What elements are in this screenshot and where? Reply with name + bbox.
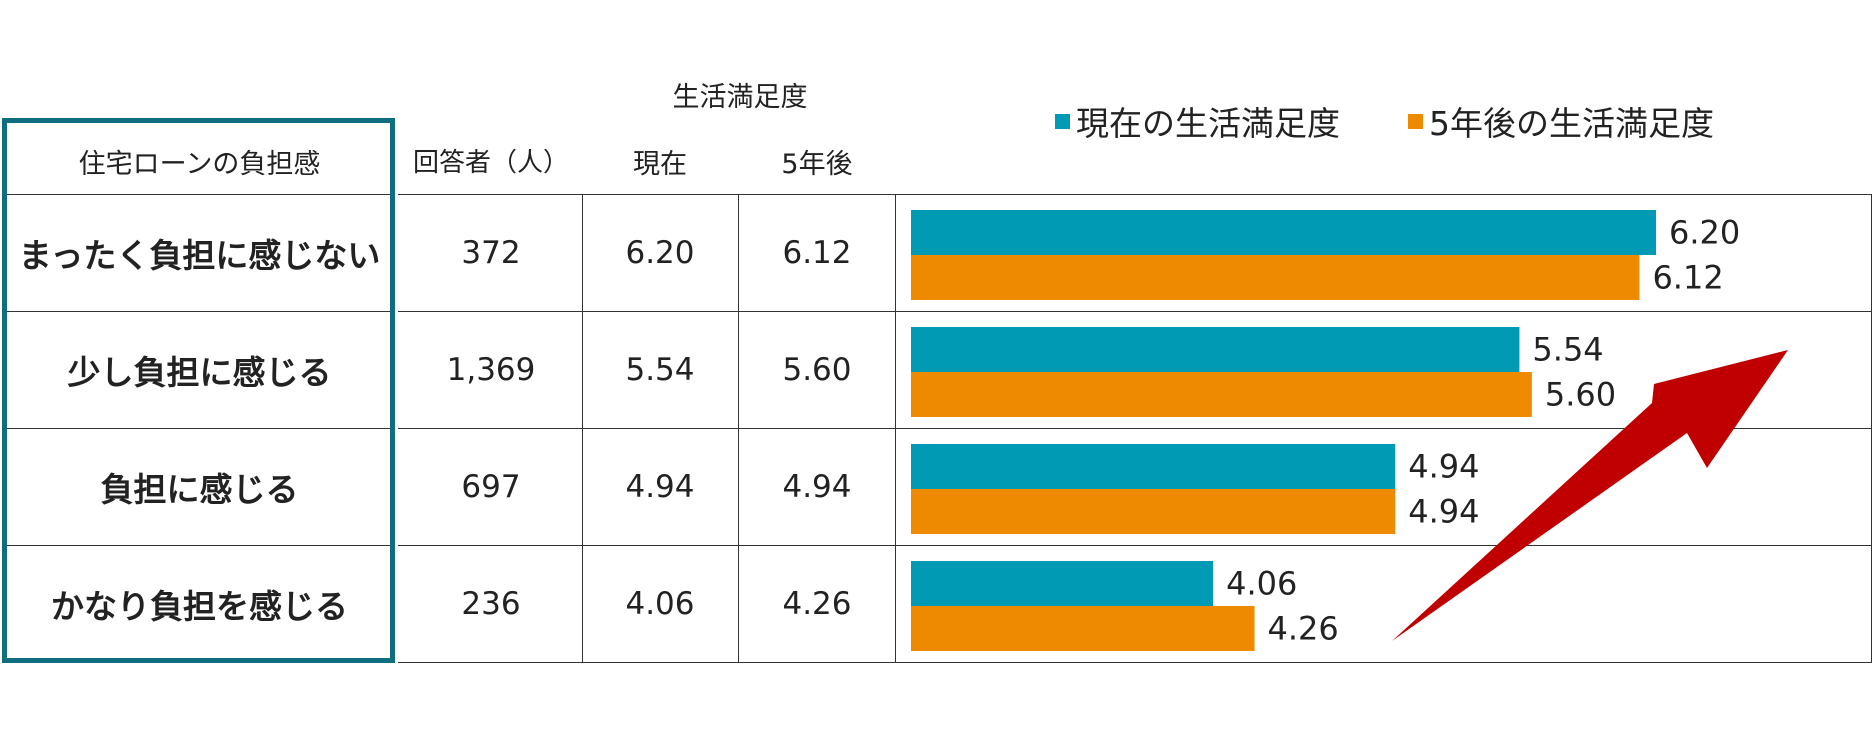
row-future: 5.60 (782, 352, 852, 388)
bar-current (911, 444, 1396, 489)
row-future: 6.12 (782, 235, 852, 271)
legend-future: 5年後の生活満足度 (1408, 97, 1714, 145)
row-label: 負担に感じる (100, 470, 299, 509)
row-current: 5.54 (625, 352, 695, 388)
legend-current: 現在の生活満足度 (1055, 97, 1340, 145)
bar-future (911, 255, 1640, 300)
bar-value-label: 6.12 (1652, 259, 1723, 297)
group-header-satisfaction: 生活満足度 (672, 82, 808, 113)
bar-value-label: 4.94 (1408, 493, 1479, 531)
row-current: 4.06 (625, 586, 695, 622)
column-divider-2 (738, 194, 739, 662)
row-current: 6.20 (625, 235, 695, 271)
row-respondents: 372 (461, 235, 521, 271)
legend-swatch-future (1408, 113, 1423, 129)
bar-current (911, 561, 1214, 606)
row-label: まったく負担に感じない (18, 236, 381, 275)
label-divider-3 (7, 545, 392, 546)
legend-label-current: 現在の生活満足度 (1076, 104, 1340, 143)
legend-label-future: 5年後の生活満足度 (1429, 104, 1714, 143)
column-divider-1 (582, 194, 583, 662)
table-top-border (398, 194, 1872, 195)
column-header-current: 現在 (633, 149, 687, 180)
bar-future (911, 606, 1255, 651)
row-respondents: 697 (461, 469, 521, 505)
row-divider-3 (398, 545, 1872, 546)
bar-value-label: 6.20 (1669, 214, 1740, 252)
row-respondents: 236 (461, 586, 521, 622)
bar-value-label: 4.26 (1268, 610, 1339, 648)
bar-value-label: 5.60 (1545, 376, 1616, 414)
label-divider-0 (7, 194, 392, 195)
bar-value-label: 4.06 (1226, 565, 1297, 603)
bar-current (911, 210, 1656, 255)
row-label: 少し負担に感じる (67, 353, 332, 392)
row-divider-1 (398, 311, 1872, 312)
trend-arrow-icon (1392, 350, 1788, 641)
row-future: 4.94 (782, 469, 852, 505)
bar-future (911, 372, 1532, 417)
row-divider-2 (398, 428, 1872, 429)
bar-value-label: 5.54 (1532, 331, 1603, 369)
legend-swatch-current (1055, 113, 1070, 129)
bar-value-label: 4.94 (1408, 448, 1479, 486)
label-divider-2 (7, 428, 392, 429)
column-header-future: 5年後 (781, 149, 853, 180)
row-respondents: 1,369 (446, 352, 536, 388)
column-divider-3 (895, 194, 896, 662)
table-bottom-border (398, 662, 1872, 663)
label-divider-1 (7, 311, 392, 312)
bar-current (911, 327, 1520, 372)
bar-future (911, 489, 1396, 534)
column-header-respondents: 回答者（人） (412, 148, 569, 178)
row-future: 4.26 (782, 586, 852, 622)
label-column-highlight (2, 118, 395, 663)
column-header-burden: 住宅ローンの負担感 (78, 149, 321, 180)
table-right-border (1871, 194, 1872, 662)
row-current: 4.94 (625, 469, 695, 505)
row-label: かなり負担を感じる (51, 587, 348, 626)
